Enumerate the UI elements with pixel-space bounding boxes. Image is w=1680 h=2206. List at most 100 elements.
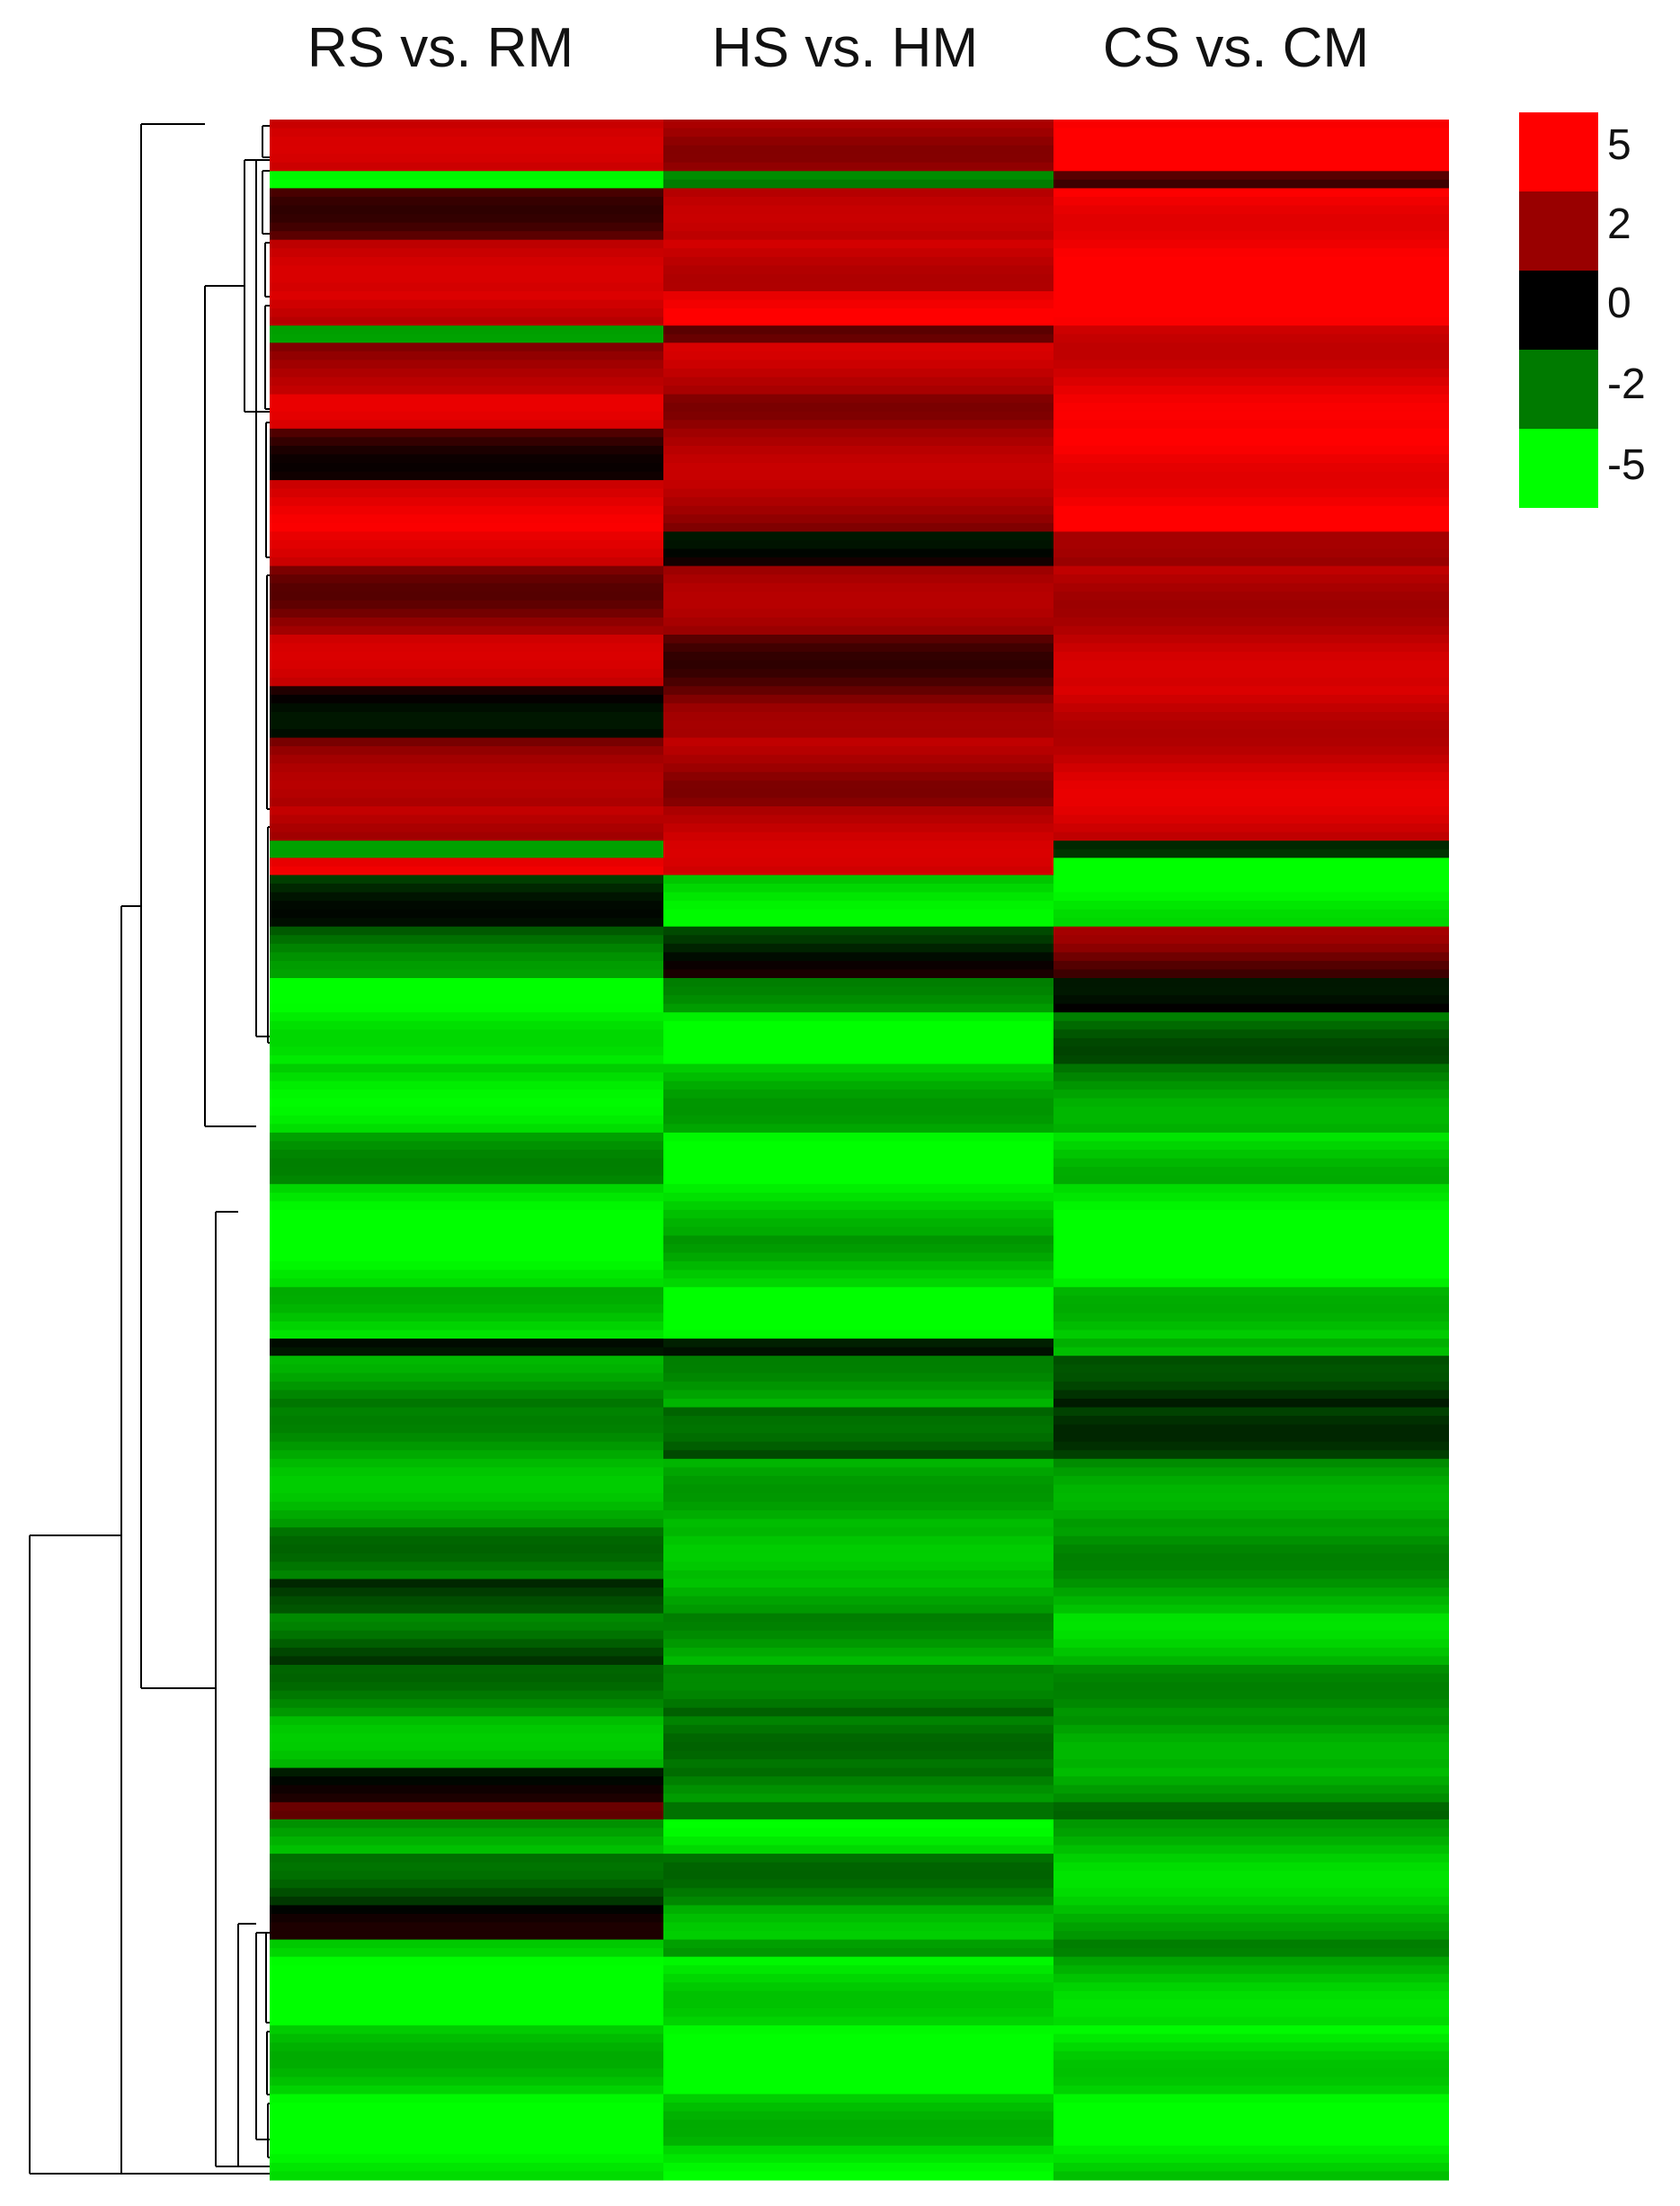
heatmap-cell xyxy=(663,2059,1053,2069)
heatmap-cell xyxy=(1053,1750,1449,1760)
heatmap-cell xyxy=(1053,565,1449,575)
heatmap-cell xyxy=(270,471,663,481)
heatmap-cell xyxy=(663,2137,1053,2147)
heatmap-cell xyxy=(270,1312,663,1322)
heatmap-cell xyxy=(1053,1252,1449,1262)
legend-swatch xyxy=(1519,191,1598,271)
heatmap-cell xyxy=(1053,548,1449,558)
heatmap-cell xyxy=(663,1879,1053,1889)
heatmap-cell xyxy=(663,1639,1053,1649)
heatmap-cell xyxy=(663,1012,1053,1022)
heatmap-cell xyxy=(270,1244,663,1254)
heatmap-cell xyxy=(1053,1888,1449,1898)
heatmap-cell xyxy=(663,1716,1053,1726)
heatmap-cell xyxy=(663,1226,1053,1237)
heatmap-cell xyxy=(663,248,1053,258)
heatmap-cell xyxy=(1053,1029,1449,1039)
heatmap-cell xyxy=(270,411,663,421)
heatmap-cell xyxy=(663,643,1053,653)
heatmap-cell xyxy=(1053,196,1449,207)
heatmap-cell xyxy=(1053,986,1449,996)
heatmap-cell xyxy=(1053,325,1449,335)
heatmap-cell xyxy=(1053,703,1449,713)
heatmap-cell xyxy=(663,179,1053,189)
heatmap-cell xyxy=(1053,162,1449,172)
heatmap-cell xyxy=(270,1999,663,2009)
heatmap-cell xyxy=(663,1733,1053,1743)
heatmap-cell xyxy=(663,1244,1053,1254)
heatmap-cell xyxy=(663,1330,1053,1339)
heatmap-cell xyxy=(270,1295,663,1305)
heatmap-cell xyxy=(663,2008,1053,2018)
heatmap-cell xyxy=(270,1475,663,1486)
heatmap-cell xyxy=(270,737,663,747)
heatmap-cell xyxy=(663,137,1053,147)
heatmap-cell xyxy=(270,1115,663,1125)
heatmap-cell xyxy=(663,943,1053,953)
heatmap-cell xyxy=(663,120,1053,129)
heatmap-cell xyxy=(270,1012,663,1022)
heatmap-cell xyxy=(663,2094,1053,2104)
heatmap-cell xyxy=(1053,1278,1449,1288)
heatmap-cell xyxy=(270,1707,663,1717)
heatmap-cell xyxy=(663,1037,1053,1047)
heatmap-cell xyxy=(1053,1261,1449,1271)
heatmap-cell xyxy=(270,952,663,962)
heatmap-cell xyxy=(270,1982,663,1992)
heatmap-cell xyxy=(270,1090,663,1099)
heatmap-cell xyxy=(663,1450,1053,1460)
heatmap-cell xyxy=(1053,883,1449,894)
heatmap-cell xyxy=(663,291,1053,301)
heatmap-cell xyxy=(270,1579,663,1588)
heatmap-cell xyxy=(663,806,1053,816)
heatmap-cell xyxy=(270,1888,663,1898)
heatmap-cell xyxy=(1053,1218,1449,1228)
heatmap-cell xyxy=(1053,643,1449,653)
heatmap-cell xyxy=(663,1750,1053,1760)
heatmap-cell xyxy=(270,1965,663,1975)
heatmap-cell xyxy=(270,1132,663,1143)
heatmap-cell xyxy=(1053,909,1449,919)
heatmap-cell xyxy=(1053,1588,1449,1597)
heatmap-cell xyxy=(1053,918,1449,928)
heatmap-cell xyxy=(270,814,663,824)
heatmap-cell xyxy=(270,1759,663,1769)
heatmap-cell xyxy=(663,1364,1053,1374)
heatmap-cell xyxy=(270,1665,663,1675)
heatmap-cell xyxy=(270,1261,663,1271)
heatmap-cell xyxy=(663,1896,1053,1906)
heatmap-cell xyxy=(1053,368,1449,378)
heatmap-cell xyxy=(1053,214,1449,224)
heatmap-cell xyxy=(1053,1948,1449,1958)
heatmap-cell xyxy=(1053,574,1449,584)
heatmap-cell xyxy=(663,1046,1053,1056)
heatmap-cell xyxy=(663,1570,1053,1580)
heatmap-cell xyxy=(663,1201,1053,1211)
heatmap-cell xyxy=(270,1063,663,1073)
heatmap-cell xyxy=(663,1871,1053,1881)
heatmap-cell xyxy=(270,514,663,524)
heatmap-cell xyxy=(663,1931,1053,1941)
heatmap-cell xyxy=(1053,814,1449,824)
heatmap-cell xyxy=(270,1226,663,1237)
heatmap-cell xyxy=(1053,531,1449,541)
heatmap-cell xyxy=(663,497,1053,507)
heatmap-cell xyxy=(1053,841,1449,850)
heatmap-cell xyxy=(663,299,1053,309)
heatmap-cell xyxy=(1053,1690,1449,1700)
heatmap-cell xyxy=(270,797,663,807)
heatmap-cell xyxy=(663,1665,1053,1675)
heatmap-cell xyxy=(270,1605,663,1614)
heatmap-cell xyxy=(1053,1356,1449,1365)
heatmap-cell xyxy=(1053,1879,1449,1889)
heatmap-cell xyxy=(1053,1450,1449,1460)
heatmap-cell xyxy=(270,1501,663,1511)
heatmap-cell xyxy=(663,892,1053,902)
heatmap-cell xyxy=(270,1286,663,1296)
heatmap-cell xyxy=(663,505,1053,515)
heatmap-cell xyxy=(663,1098,1053,1107)
heatmap-cell xyxy=(1053,1115,1449,1125)
heatmap-cell xyxy=(663,771,1053,781)
heatmap-cell xyxy=(663,1081,1053,1090)
